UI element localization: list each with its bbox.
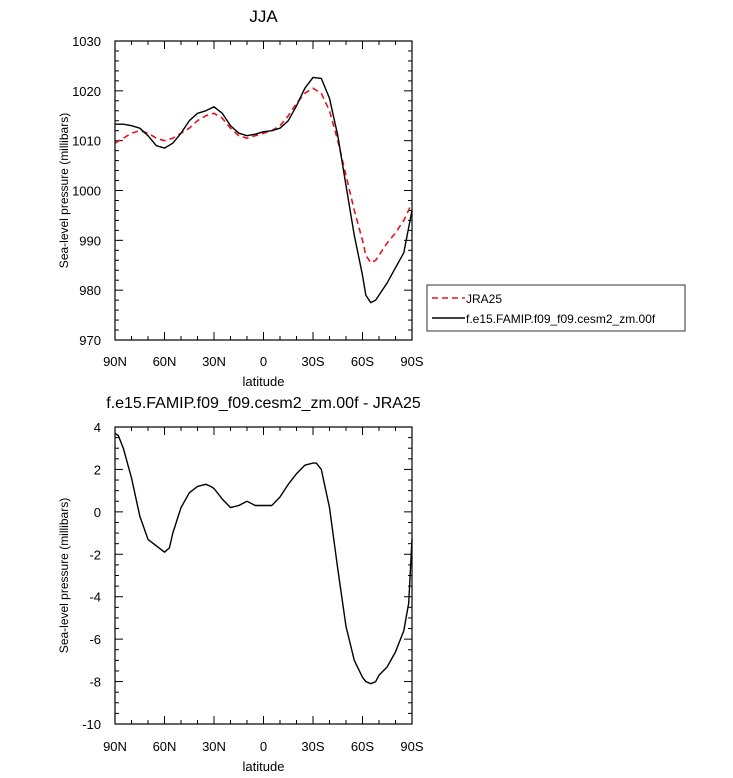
y-tick-label: -4	[89, 590, 101, 605]
x-tick-label: 0	[260, 739, 267, 754]
x-tick-label: 60N	[153, 354, 177, 369]
plot-frame	[114, 40, 413, 341]
y-tick-label: 2	[94, 462, 101, 477]
y-tick-label: 1010	[72, 134, 101, 149]
x-tick-label: 90S	[400, 354, 423, 369]
y-tick-label: 1030	[72, 34, 101, 49]
series-line-f-e15-famip-f09-f09-cesm2-zm-00f	[115, 76, 413, 304]
y-tick-label: 0	[94, 505, 101, 520]
x-tick-label: 60S	[351, 354, 374, 369]
series-line-difference	[114, 432, 413, 685]
y-tick-label: -8	[89, 675, 101, 690]
y-tick-label: 990	[79, 233, 101, 248]
x-axis-label: latitude	[243, 374, 285, 389]
y-tick-label: 4	[94, 420, 101, 435]
chart-title: JJA	[249, 7, 278, 26]
x-tick-label: 30S	[301, 739, 324, 754]
x-tick-label: 90N	[103, 739, 127, 754]
x-tick-label: 30S	[301, 354, 324, 369]
y-axis-label: Sea-level pressure (millibars)	[57, 113, 71, 268]
y-tick-label: 1020	[72, 84, 101, 99]
legend-entry-label: f.e15.FAMIP.f09_f09.cesm2_zm.00f	[466, 312, 656, 326]
chart-title: f.e15.FAMIP.f09_f09.cesm2_zm.00f - JRA25	[106, 395, 421, 412]
legend-entry-label: JRA25	[466, 292, 502, 306]
x-tick-label: 30N	[202, 354, 226, 369]
chart-panel-2: f.e15.FAMIP.f09_f09.cesm2_zm.00f - JRA25…	[57, 395, 424, 774]
y-axis-label: Sea-level pressure (millibars)	[57, 498, 71, 653]
y-tick-label: -6	[89, 632, 101, 647]
y-tick-label: 1000	[72, 184, 101, 199]
legend: JRA25 f.e15.FAMIP.f09_f09.cesm2_zm.00f	[426, 284, 686, 332]
legend-box	[426, 284, 686, 332]
y-tick-label: 980	[79, 283, 101, 298]
series-line-jra25	[114, 87, 413, 264]
x-axis-label: latitude	[243, 759, 285, 774]
chart-panel-1: JJA 90N 60N 30N 0 30S 60S 90S 970 980 990 1000 1010 1…	[57, 7, 686, 389]
x-tick-label: 90N	[103, 354, 127, 369]
y-tick-label: -10	[82, 717, 101, 732]
x-tick-label: 60N	[153, 739, 177, 754]
x-tick-label: 60S	[351, 739, 374, 754]
y-tick-label: 970	[79, 333, 101, 348]
x-tick-label: 90S	[400, 739, 423, 754]
y-tick-label: -2	[89, 547, 101, 562]
x-tick-label: 0	[260, 354, 267, 369]
plot-frame	[114, 426, 413, 725]
x-tick-label: 30N	[202, 739, 226, 754]
